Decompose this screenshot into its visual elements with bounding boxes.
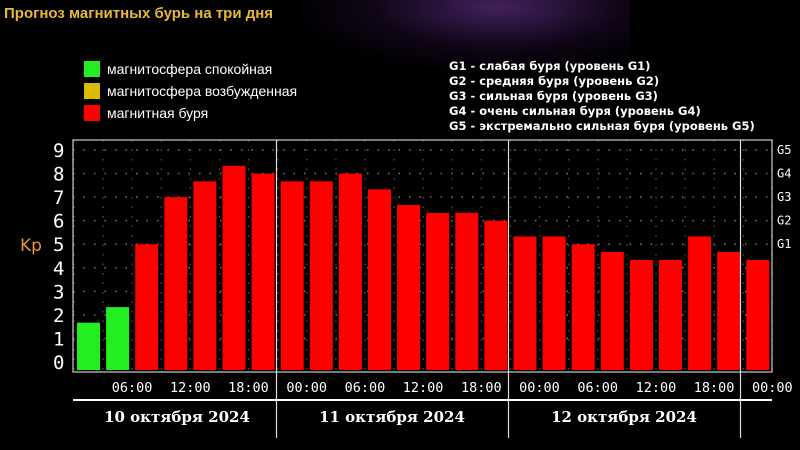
y-tick-label: 4 bbox=[53, 258, 64, 280]
day-label-1: 10 октября 2024 bbox=[104, 408, 250, 426]
bar bbox=[659, 260, 682, 370]
bar bbox=[600, 251, 624, 370]
y-tick-label: 7 bbox=[53, 187, 64, 209]
bar bbox=[484, 220, 508, 370]
x-tick-label: 18:00 bbox=[228, 380, 269, 396]
storm-scale-g3: G3 - сильная буря (уровень G3) bbox=[449, 89, 658, 103]
bar bbox=[164, 197, 188, 370]
storm-scale-g2: G2 - средняя буря (уровень G2) bbox=[449, 74, 660, 88]
x-tick-label: 06:00 bbox=[577, 380, 618, 396]
y-tick-label: 8 bbox=[53, 164, 64, 186]
storm-scale-g1: G1 - слабая буря (уровень G1) bbox=[449, 59, 651, 73]
legend-swatch-excited bbox=[84, 83, 100, 99]
bar bbox=[106, 307, 130, 370]
g-level-label: G2 bbox=[777, 214, 791, 228]
day-label-3: 12 октября 2024 bbox=[551, 408, 697, 426]
g-level-label: G5 bbox=[777, 143, 791, 157]
bar bbox=[309, 181, 333, 370]
bar bbox=[368, 189, 391, 370]
legend-label-storm: магнитная буря bbox=[107, 105, 209, 121]
legend-label-calm: магнитосфера спокойная bbox=[107, 61, 273, 77]
day-label-2: 11 октября 2024 bbox=[319, 408, 465, 426]
bar bbox=[746, 260, 770, 370]
bar bbox=[688, 236, 712, 370]
legend-swatch-storm bbox=[84, 105, 100, 121]
y-tick-label: 0 bbox=[53, 352, 64, 374]
bar bbox=[717, 251, 741, 370]
x-tick-label: 00:00 bbox=[752, 380, 793, 396]
legend: магнитосфера спокойная магнитосфера возб… bbox=[84, 58, 297, 124]
legend-swatch-calm bbox=[84, 61, 100, 77]
bar bbox=[222, 165, 246, 370]
grid-layer bbox=[73, 140, 774, 372]
y-tick-label: 1 bbox=[53, 328, 64, 350]
bar bbox=[629, 260, 653, 370]
y-tick-label: 3 bbox=[53, 281, 64, 303]
page-title: Прогноз магнитных бурь на три дня bbox=[4, 5, 274, 22]
bar bbox=[426, 212, 450, 370]
x-tick-label: 00:00 bbox=[286, 380, 327, 396]
bar bbox=[397, 204, 421, 370]
g-level-label: G3 bbox=[777, 190, 791, 204]
g-level-label: G1 bbox=[777, 237, 791, 251]
bar bbox=[251, 173, 275, 370]
storm-scale-g4: G4 - очень сильная буря (уровень G4) bbox=[449, 104, 701, 118]
x-tick-label: 18:00 bbox=[461, 380, 502, 396]
legend-item-excited: магнитосфера возбужденная bbox=[84, 80, 297, 102]
y-tick-label: 5 bbox=[53, 234, 64, 256]
y-tick-label: 2 bbox=[53, 305, 64, 327]
g-level-label: G4 bbox=[777, 167, 791, 181]
y-axis-label: Kp bbox=[20, 236, 42, 256]
x-tick-label: 18:00 bbox=[694, 380, 735, 396]
bar bbox=[280, 181, 304, 370]
bar bbox=[338, 173, 362, 370]
legend-item-storm: магнитная буря bbox=[84, 102, 297, 124]
bar bbox=[571, 244, 595, 370]
background-glow bbox=[300, 0, 630, 70]
bars-layer bbox=[77, 165, 770, 370]
legend-label-excited: магнитосфера возбужденная bbox=[107, 83, 298, 99]
y-tick-label: 9 bbox=[53, 140, 64, 162]
bar bbox=[77, 322, 100, 370]
x-tick-label: 12:00 bbox=[170, 380, 211, 396]
bar bbox=[513, 236, 537, 370]
plot-frame bbox=[72, 139, 773, 373]
frame-layer bbox=[72, 139, 773, 438]
storm-scale-list: G1 - слабая буря (уровень G1) G2 - средн… bbox=[449, 59, 755, 134]
x-tick-label: 12:00 bbox=[636, 380, 677, 396]
x-tick-label: 06:00 bbox=[112, 380, 153, 396]
legend-item-calm: магнитосфера спокойная bbox=[84, 58, 297, 80]
bar bbox=[542, 236, 566, 370]
bar bbox=[135, 244, 159, 370]
x-tick-label: 12:00 bbox=[403, 380, 444, 396]
storm-scale-g5: G5 - экстремально сильная буря (уровень … bbox=[449, 119, 755, 133]
x-tick-label: 06:00 bbox=[345, 380, 386, 396]
bar bbox=[193, 181, 217, 370]
y-tick-label: 6 bbox=[53, 211, 64, 233]
bar bbox=[455, 212, 479, 370]
x-tick-label: 00:00 bbox=[519, 380, 560, 396]
